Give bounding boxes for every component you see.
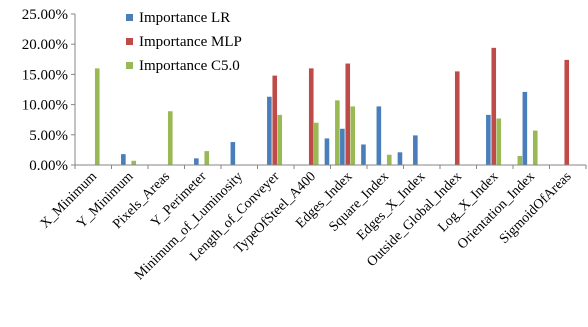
- bars: [94, 47, 570, 165]
- legend-swatch: [126, 38, 133, 45]
- legend-swatch: [126, 14, 133, 21]
- bar: [413, 135, 418, 165]
- legend-label: Importance LR: [139, 10, 230, 26]
- legend: Importance LR Importance MLP Importance C5…: [126, 10, 242, 74]
- bar: [335, 100, 340, 165]
- bar: [496, 118, 502, 165]
- bar: [345, 63, 351, 165]
- bar: [361, 144, 366, 165]
- y-tick-label: 25.00%: [22, 7, 68, 23]
- bar: [277, 114, 283, 165]
- bar: [267, 96, 272, 165]
- legend-label: Importance MLP: [139, 34, 242, 50]
- bar: [94, 68, 100, 165]
- bar: [204, 151, 210, 165]
- bar: [454, 71, 460, 165]
- bar: [517, 155, 523, 165]
- bar: [308, 68, 314, 165]
- bar: [397, 152, 403, 165]
- bar: [386, 154, 392, 165]
- y-tick-label: 5.00%: [29, 128, 68, 144]
- bar: [324, 138, 330, 165]
- bar: [522, 91, 528, 165]
- bar: [167, 111, 173, 165]
- y-tick-label: 15.00%: [22, 67, 68, 83]
- bar: [194, 158, 199, 165]
- bar: [272, 75, 278, 165]
- x-axis: X_MinimumY_MinimumPixels_AreasY_Perimete…: [38, 164, 587, 283]
- bar: [350, 106, 356, 165]
- bar: [340, 128, 345, 165]
- legend-swatch: [126, 62, 133, 69]
- y-tick-label: 20.00%: [22, 37, 68, 53]
- bar: [230, 142, 236, 165]
- bar: [486, 114, 491, 165]
- bar: [532, 130, 538, 165]
- bar: [313, 122, 319, 165]
- y-axis: 0.00% 5.00% 10.00% 15.00% 20.00% 25.00%: [22, 7, 76, 174]
- bar: [121, 154, 126, 165]
- bar: [131, 160, 137, 165]
- bar: [376, 106, 382, 165]
- y-tick-label: 0.00%: [29, 158, 68, 174]
- legend-label: Importance C5.0: [139, 58, 240, 74]
- bar: [564, 59, 570, 165]
- y-tick-label: 10.00%: [22, 98, 68, 114]
- bar: [491, 47, 497, 165]
